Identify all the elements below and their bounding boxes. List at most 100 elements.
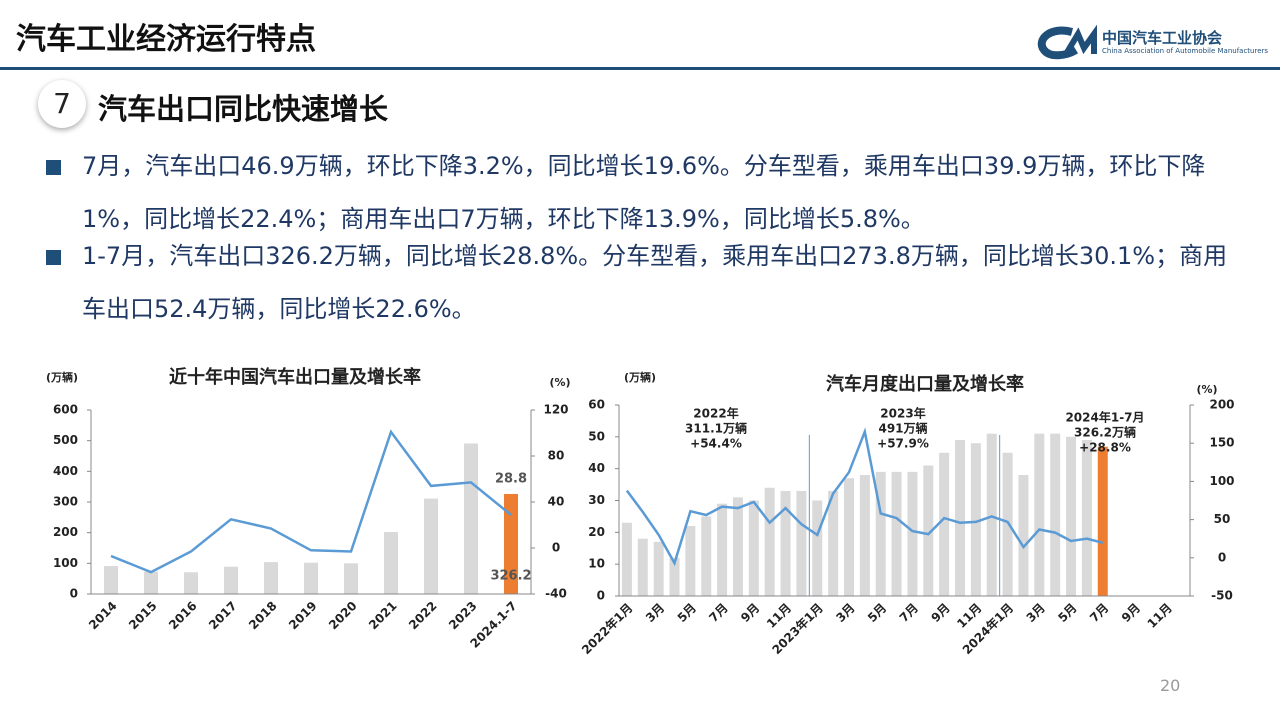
x-tick-label: 2023 bbox=[446, 599, 480, 633]
x-tick-label: 9月 bbox=[738, 601, 762, 625]
x-tick-label: 9月 bbox=[1119, 601, 1143, 625]
bar bbox=[637, 538, 648, 596]
chart-title: 汽车月度出口量及增长率 bbox=[826, 373, 1024, 395]
annotation: 491万辆 bbox=[878, 421, 927, 436]
bar bbox=[184, 572, 198, 594]
annotation: +54.4% bbox=[690, 437, 742, 451]
bar bbox=[504, 493, 518, 594]
bar bbox=[1034, 433, 1045, 596]
y2-tick-label: 0 bbox=[552, 541, 560, 555]
x-tick-label: 2017 bbox=[206, 599, 240, 633]
y-tick-label: 600 bbox=[53, 403, 78, 417]
y2-tick-label: 40 bbox=[548, 495, 565, 509]
bar bbox=[424, 498, 438, 594]
x-tick-label: 2022 bbox=[406, 599, 440, 633]
y2-tick-label: 0 bbox=[1218, 550, 1226, 564]
y2-tick-label: 80 bbox=[548, 449, 565, 463]
y2-tick-label: 50 bbox=[1214, 512, 1231, 526]
bar bbox=[812, 500, 823, 596]
x-tick-label: 2020 bbox=[326, 599, 360, 633]
slide-title: 汽车工业经济运行特点 bbox=[16, 22, 316, 57]
bullet: 7月，汽车出口46.9万辆，环比下降3.2%，同比增长19.6%。分车型看，乘用… bbox=[46, 140, 1242, 246]
bar bbox=[144, 571, 158, 594]
x-tick-label: 7月 bbox=[706, 601, 730, 625]
logo-text: 中国汽车工业协会 bbox=[1102, 29, 1223, 47]
bar bbox=[843, 478, 854, 596]
x-tick-label: 2014 bbox=[86, 599, 120, 633]
y-tick-label: 0 bbox=[597, 589, 605, 603]
y-tick-label: 400 bbox=[53, 464, 78, 478]
logo-subtext: China Association of Automobile Manufact… bbox=[1102, 47, 1269, 55]
y-axis-unit: (万辆) bbox=[46, 370, 78, 384]
x-tick-label: 3月 bbox=[643, 601, 667, 625]
bar bbox=[955, 440, 966, 596]
data-label: 326.2 bbox=[490, 569, 531, 584]
y-tick-label: 30 bbox=[588, 493, 605, 507]
section-title: 汽车出口同比快速增长 bbox=[98, 92, 389, 126]
x-tick-label: 2018 bbox=[246, 599, 280, 633]
bar bbox=[939, 452, 950, 596]
y2-tick-label: -50 bbox=[1211, 589, 1233, 603]
x-tick-label: 3月 bbox=[1024, 601, 1048, 625]
annotation: 2024年1-7月 bbox=[1065, 410, 1144, 425]
y2-axis-unit: (%) bbox=[1196, 383, 1217, 396]
bar bbox=[764, 487, 775, 596]
chart-title: 近十年中国汽车出口量及增长率 bbox=[169, 366, 421, 388]
section-number: 7 bbox=[38, 80, 86, 128]
annotation: 326.2万辆 bbox=[1074, 425, 1136, 440]
bar bbox=[653, 541, 664, 596]
y-tick-label: 50 bbox=[588, 429, 605, 443]
x-tick-label: 2016 bbox=[166, 599, 200, 633]
bar bbox=[748, 500, 759, 596]
bullet: 1-7月，汽车出口326.2万辆，同比增长28.8%。分车型看，乘用车出口273… bbox=[46, 230, 1242, 336]
bar bbox=[875, 471, 886, 596]
bar bbox=[264, 562, 278, 594]
bar bbox=[859, 475, 870, 596]
y-tick-label: 200 bbox=[53, 525, 78, 539]
x-tick-label: 3月 bbox=[833, 601, 857, 625]
annotation: 2022年 bbox=[693, 406, 738, 421]
data-label: 28.8 bbox=[495, 471, 527, 486]
bar bbox=[732, 497, 743, 596]
x-tick-label: 5月 bbox=[675, 601, 699, 625]
bar bbox=[1002, 452, 1013, 596]
bar bbox=[1066, 436, 1077, 596]
bar bbox=[685, 525, 696, 596]
bar bbox=[224, 566, 238, 594]
bar bbox=[464, 443, 478, 594]
y2-axis-unit: (%) bbox=[549, 376, 570, 389]
y2-tick-label: 200 bbox=[1209, 398, 1234, 412]
bar bbox=[304, 562, 318, 594]
line-series bbox=[625, 427, 1104, 567]
x-tick-label: 5月 bbox=[865, 601, 889, 625]
bar bbox=[780, 490, 791, 596]
bar bbox=[717, 503, 728, 596]
y-tick-label: 20 bbox=[588, 525, 605, 539]
y2-tick-label: 100 bbox=[1209, 474, 1234, 488]
y-tick-label: 300 bbox=[53, 495, 78, 509]
y-tick-label: 500 bbox=[53, 433, 78, 447]
annotation: +28.8% bbox=[1079, 441, 1131, 455]
bar bbox=[621, 522, 632, 596]
x-tick-label: 11月 bbox=[1145, 601, 1175, 631]
x-tick-label: 7月 bbox=[1087, 601, 1111, 625]
bar bbox=[828, 490, 839, 596]
bar bbox=[344, 563, 358, 594]
annotation: 311.1万辆 bbox=[685, 421, 747, 436]
bar bbox=[970, 443, 981, 596]
bar bbox=[701, 516, 712, 596]
annotation: 2023年 bbox=[880, 406, 925, 421]
y-tick-label: 0 bbox=[70, 587, 78, 601]
bar bbox=[384, 532, 398, 594]
bar bbox=[986, 433, 997, 596]
y-axis-unit: (万辆) bbox=[624, 370, 656, 384]
y-tick-label: 100 bbox=[53, 556, 78, 570]
line-series bbox=[110, 429, 512, 574]
header-rule bbox=[0, 67, 1280, 70]
x-tick-label: 9月 bbox=[928, 601, 952, 625]
y2-tick-label: -40 bbox=[545, 587, 567, 601]
bar bbox=[923, 465, 934, 596]
bar bbox=[796, 490, 807, 596]
y2-tick-label: 150 bbox=[1209, 436, 1234, 450]
